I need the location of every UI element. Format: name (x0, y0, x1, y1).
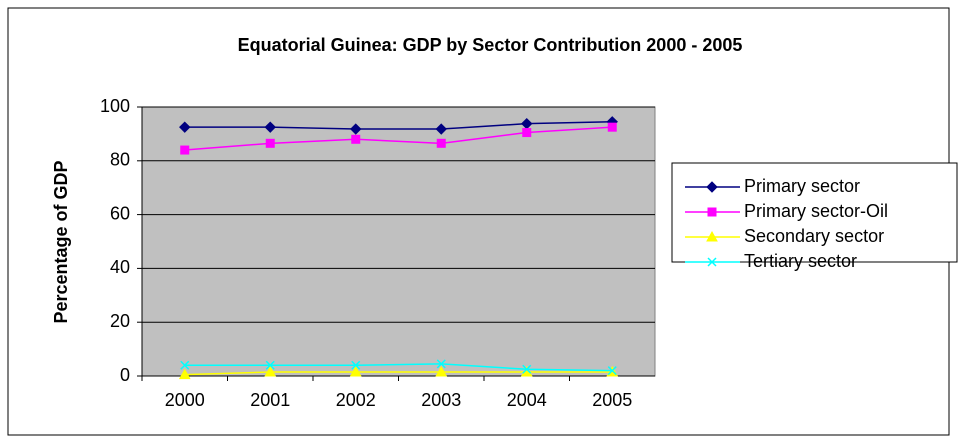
legend-label: Tertiary sector (744, 251, 857, 271)
legend-label: Secondary sector (744, 226, 884, 246)
legend-marker (706, 230, 718, 242)
marker (180, 145, 190, 155)
marker (435, 123, 447, 135)
legend-marker (706, 181, 718, 193)
marker (607, 122, 617, 132)
x-tick-label: 2003 (421, 390, 461, 410)
marker (351, 360, 361, 370)
series-line (184, 121, 613, 130)
marker (607, 366, 617, 376)
marker (351, 134, 361, 144)
marker (435, 365, 448, 377)
marker (436, 359, 446, 369)
y-tick-label: 0 (120, 365, 130, 385)
y-tick-label: 40 (110, 257, 130, 277)
marker (180, 360, 190, 370)
marker (436, 138, 446, 148)
marker (350, 123, 362, 135)
marker (178, 368, 191, 380)
marker (264, 365, 277, 377)
x-tick-label: 2000 (165, 390, 205, 410)
marker (522, 128, 532, 138)
marker (179, 121, 191, 133)
legend-label: Primary sector (744, 176, 860, 196)
x-tick-label: 2004 (507, 390, 547, 410)
chart-title: Equatorial Guinea: GDP by Sector Contrib… (238, 35, 743, 55)
y-tick-label: 100 (100, 96, 130, 116)
marker (265, 138, 275, 148)
y-tick-label: 80 (110, 150, 130, 170)
y-tick-label: 20 (110, 311, 130, 331)
marker (522, 364, 532, 374)
legend-marker (707, 257, 717, 267)
y-tick-label: 60 (110, 203, 130, 223)
series-line (184, 363, 613, 372)
marker (265, 360, 275, 370)
plot-area (141, 106, 656, 377)
legend-label: Primary sector-Oil (744, 201, 888, 221)
x-tick-label: 2005 (592, 390, 632, 410)
marker (264, 121, 276, 133)
y-axis-label: Percentage of GDP (51, 160, 71, 323)
marker (349, 365, 362, 377)
x-tick-label: 2001 (250, 390, 290, 410)
series-line (184, 126, 613, 151)
legend-marker (707, 207, 717, 217)
x-tick-label: 2002 (336, 390, 376, 410)
series-line (184, 371, 613, 376)
